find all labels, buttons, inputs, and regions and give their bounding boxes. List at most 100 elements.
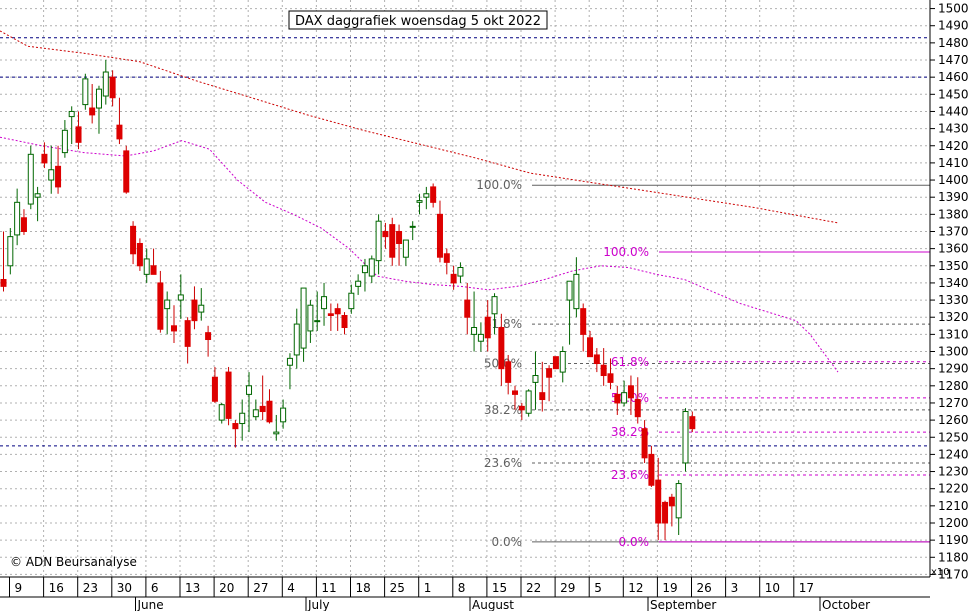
candle-body: [614, 393, 621, 404]
candle-body: [293, 323, 300, 356]
candle: [382, 222, 389, 249]
fib-level-label: 23.6%: [484, 456, 522, 470]
candle: [205, 325, 212, 357]
candle: [211, 366, 218, 403]
candle-body: [655, 479, 662, 524]
month-label: June: [137, 598, 164, 611]
x-tick-label: 29: [560, 581, 575, 595]
candle: [573, 257, 580, 318]
candle: [566, 280, 573, 345]
candle-body: [355, 280, 362, 287]
candle: [14, 188, 21, 246]
x-tick-label: 17: [799, 581, 814, 595]
candle-body: [512, 390, 518, 395]
y-axis: 1170 1180 1190 1200 1210 1220 1230 1240 1250 1260…: [929, 0, 969, 581]
y-multiplier-label: x10: [931, 567, 950, 578]
candle-body: [123, 150, 130, 193]
candle: [689, 411, 696, 433]
month-label: October: [822, 598, 870, 611]
fib-level-label: 61.8%: [611, 355, 649, 369]
candle-body: [211, 376, 218, 402]
y-tick-label: 1410: [938, 156, 969, 170]
x-tick-label: 22: [526, 581, 541, 595]
x-tick-label: 25: [390, 581, 405, 595]
candle: [327, 303, 334, 331]
candle: [505, 354, 512, 395]
y-tick-label: 1500: [938, 2, 969, 16]
candle-body: [27, 153, 34, 205]
candle: [423, 186, 430, 210]
candle: [648, 445, 655, 487]
fib-level-label: 23.6%: [611, 468, 649, 482]
candle-body: [116, 124, 123, 140]
candle-body: [205, 332, 212, 341]
candle-body: [559, 351, 566, 373]
y-tick-label: 1480: [938, 36, 969, 50]
x-tick-label: 23: [83, 581, 98, 595]
y-tick-label: 1230: [938, 465, 969, 479]
candle-body: [396, 230, 403, 244]
candle: [75, 111, 82, 150]
candle: [450, 265, 457, 290]
candle: [436, 200, 443, 263]
month-label: September: [650, 598, 716, 611]
candle-body: [471, 327, 478, 335]
candle: [409, 221, 416, 241]
y-tick-label: 1220: [938, 482, 969, 496]
candle: [471, 291, 478, 352]
candle: [402, 239, 409, 266]
candle: [266, 389, 273, 424]
candle: [621, 380, 628, 407]
x-tick-label: 1: [424, 581, 432, 595]
y-tick-label: 1400: [938, 173, 969, 187]
fib-level-label: 0.0%: [619, 535, 650, 549]
x-tick-label: 13: [185, 581, 200, 595]
candle: [143, 248, 150, 283]
x-tick-label: 20: [219, 581, 234, 595]
candle-body: [662, 501, 669, 524]
x-tick-label: 5: [594, 581, 602, 595]
candle-body: [566, 280, 573, 301]
candle-body: [61, 129, 68, 154]
y-tick-label: 1430: [938, 122, 969, 136]
candle-body: [621, 392, 628, 404]
candle-body: [259, 405, 266, 413]
candle-body: [436, 213, 443, 258]
candle: [396, 224, 403, 266]
x-tick-label: 19: [662, 581, 677, 595]
candle-body: [321, 296, 328, 310]
y-tick-label: 1200: [938, 516, 969, 530]
candle: [675, 480, 682, 535]
candle: [668, 493, 675, 527]
candle-body: [14, 201, 21, 236]
x-tick-label: 15: [492, 581, 507, 595]
x-tick-label: 12: [628, 581, 643, 595]
candle-body: [164, 299, 171, 310]
candle: [464, 282, 471, 335]
y-tick-label: 1290: [938, 362, 969, 376]
candle-body: [102, 71, 109, 97]
candle-body: [457, 266, 464, 277]
candle: [457, 262, 464, 283]
candle-body: [402, 239, 409, 258]
candle-body: [198, 304, 205, 313]
candle-body: [95, 88, 102, 109]
candle-body: [55, 165, 62, 188]
candle-body: [648, 453, 655, 486]
y-tick-label: 1320: [938, 310, 969, 324]
candle: [539, 361, 546, 412]
candle-body: [225, 371, 232, 419]
candle: [587, 330, 594, 358]
candle: [252, 399, 259, 421]
y-tick-label: 1260: [938, 413, 969, 427]
y-tick-label: 1240: [938, 447, 969, 461]
y-tick-label: 1190: [938, 533, 969, 547]
candle-body: [177, 294, 184, 301]
candle-body: [20, 217, 27, 232]
candle: [361, 258, 368, 292]
candle: [246, 372, 253, 433]
candle-body: [491, 296, 498, 315]
candle-body: [450, 273, 457, 284]
candle: [498, 313, 505, 386]
candle: [48, 145, 55, 194]
